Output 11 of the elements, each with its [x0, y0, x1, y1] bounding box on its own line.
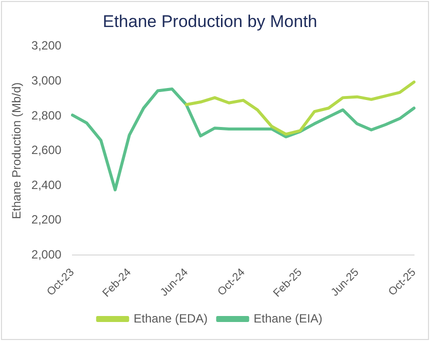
- y-tick-label: 3,200: [31, 38, 62, 53]
- y-axis-title: Ethane Production (Mb/d): [10, 82, 24, 220]
- y-tick-label: 2,800: [31, 108, 62, 122]
- y-tick-label: 2,000: [31, 247, 62, 262]
- y-tick-label: 2,400: [31, 178, 62, 192]
- y-tick-label: 2,200: [31, 212, 62, 227]
- y-tick-label: 3,000: [31, 73, 62, 88]
- legend-label: Ethane (EDA): [134, 311, 208, 326]
- chart-title: Ethane Production by Month: [102, 12, 318, 31]
- legend-label: Ethane (EIA): [254, 311, 322, 326]
- y-tick-label: 2,600: [31, 143, 62, 158]
